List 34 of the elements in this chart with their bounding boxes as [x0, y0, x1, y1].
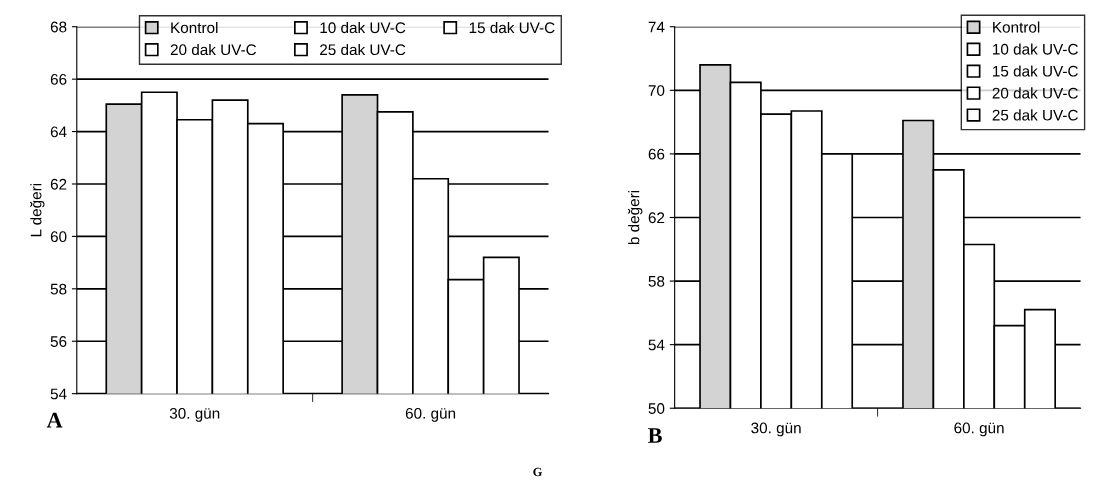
text: G — [533, 467, 543, 477]
y-tick-label: 54 — [648, 339, 665, 351]
y-tick-label: 50 — [648, 403, 665, 414]
y-tick-label: 54 — [50, 388, 67, 400]
legend-label: 20 dak UV-C — [170, 43, 257, 56]
legend-label: 15 dak UV-C — [993, 65, 1078, 77]
legend-label: 20 dak UV-C — [992, 87, 1078, 99]
legend-label: 10 dak UV-C — [320, 21, 406, 34]
legend-label: 25 dak UV-C — [992, 109, 1078, 121]
y-tick-label: 56 — [50, 336, 67, 347]
y-tick-label: 60 — [50, 231, 67, 243]
legend-label: Kontrol — [171, 21, 218, 34]
legend-label: 25 dak UV-C — [320, 43, 406, 56]
y-tick-label: 66 — [648, 148, 665, 160]
x-tick-label: 60. gün — [405, 407, 456, 422]
legend-label: 15 dak UV-C — [469, 21, 555, 34]
x-tick-label: 30. gün — [751, 422, 801, 437]
y-tick-label: 62 — [50, 178, 67, 190]
x-tick-label: 30. gün — [169, 407, 220, 422]
y-tick-label: 58 — [648, 275, 665, 287]
y-tick-label: 66 — [50, 74, 67, 85]
x-tick-label: 60. gün — [954, 422, 1004, 437]
y-tick-label: 62 — [648, 212, 665, 224]
text: A — [46, 412, 63, 428]
y-tick-label: 58 — [50, 283, 67, 295]
y-tick-label: 74 — [648, 21, 665, 33]
y-tick-label: 70 — [648, 85, 665, 96]
y-axis-title: L değeri — [30, 183, 45, 237]
legend-label: Kontrol — [993, 21, 1040, 33]
y-tick-label: 64 — [50, 126, 67, 138]
legend-label: 10 dak UV-C — [993, 43, 1078, 55]
y-tick-label: 68 — [50, 21, 67, 33]
y-axis-title: b değeri — [627, 190, 643, 245]
text: B — [648, 428, 662, 443]
